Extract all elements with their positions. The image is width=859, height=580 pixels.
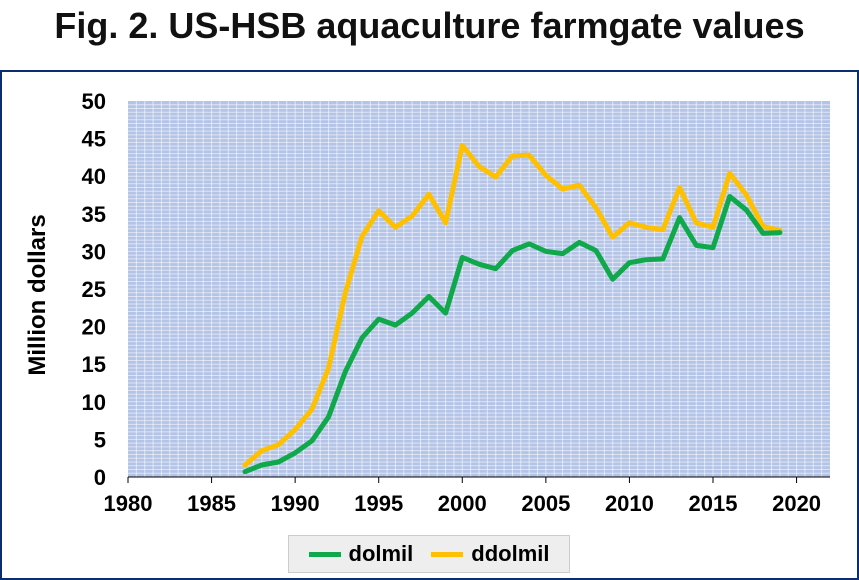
chart-area: 0 5 10 15 20 25 30 35 40 45 50 1980 1985 1990 1995 2000… xyxy=(0,70,859,580)
legend-label-ddolmil: ddolmil xyxy=(471,541,550,566)
chart-title: Fig. 2. US-HSB aquaculture farmgate valu… xyxy=(54,5,805,46)
y-tick-label: 5 xyxy=(94,427,106,452)
y-tick-label: 0 xyxy=(94,465,106,490)
legend: dolmil ddolmil xyxy=(288,535,570,573)
y-tick-label: 45 xyxy=(82,127,106,152)
y-axis-label: Million dollars xyxy=(24,214,51,376)
legend-swatch-dolmil xyxy=(308,551,341,557)
y-tick-label: 30 xyxy=(82,239,106,264)
x-tick-label: 1990 xyxy=(271,491,320,516)
x-tick-label: 1980 xyxy=(104,491,153,516)
legend-item-dolmil: dolmil xyxy=(308,541,414,567)
y-tick-label: 20 xyxy=(82,315,106,340)
x-tick-label: 2015 xyxy=(689,491,738,516)
y-tick-label: 35 xyxy=(82,202,106,227)
y-tick-label: 25 xyxy=(82,277,106,302)
x-tick-label: 2005 xyxy=(521,491,570,516)
x-tick-label: 2020 xyxy=(772,491,821,516)
x-tick-label: 2000 xyxy=(438,491,487,516)
y-tick-label: 50 xyxy=(82,89,106,114)
chart-border xyxy=(0,70,859,580)
y-tick-label: 15 xyxy=(82,352,106,377)
legend-swatch-ddolmil xyxy=(431,551,464,557)
y-tick-label: 10 xyxy=(82,390,106,415)
x-tick-label: 2010 xyxy=(605,491,654,516)
series-line-ddolmil xyxy=(242,142,783,468)
chart-svg: 0 5 10 15 20 25 30 35 40 45 50 1980 1985 1990 1995 2000… xyxy=(0,70,859,580)
x-tick-label: 1985 xyxy=(187,491,236,516)
series-line-dolmil xyxy=(242,194,783,475)
legend-label-dolmil: dolmil xyxy=(348,541,414,566)
x-tick-label: 1995 xyxy=(354,491,403,516)
legend-item-ddolmil: ddolmil xyxy=(431,541,550,567)
y-tick-label: 40 xyxy=(82,164,106,189)
